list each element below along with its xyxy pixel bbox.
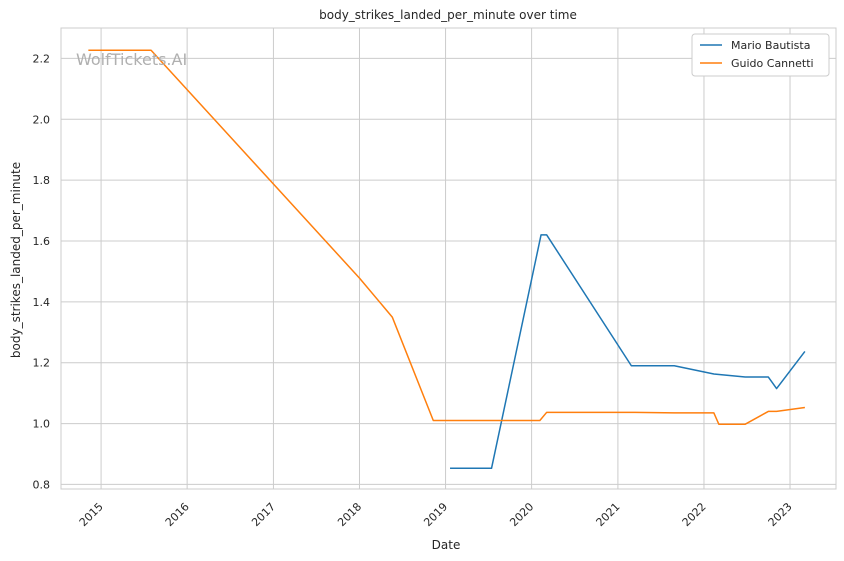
x-tick-label: 2018 [335, 500, 364, 529]
legend: Mario Bautista Guido Cannetti [691, 33, 830, 77]
y-tick-label: 1.2 [33, 357, 51, 370]
plot-background [61, 28, 836, 489]
grid [61, 28, 836, 489]
legend-label-mario-bautista: Mario Bautista [731, 39, 810, 52]
y-tick-label: 1.4 [33, 296, 51, 309]
x-tick-label: 2017 [249, 500, 278, 529]
x-tick-label: 2020 [507, 500, 536, 529]
x-tick-label: 2015 [77, 500, 106, 529]
series-line-guido-cannetti [88, 49, 805, 425]
x-tick-label: 2022 [680, 500, 709, 529]
plot-frame [60, 27, 837, 490]
y-tick-label: 0.8 [33, 478, 51, 491]
y-axis-label: body_strikes_landed_per_minute [9, 162, 23, 358]
legend-label-guido-cannetti: Guido Cannetti [731, 57, 814, 70]
x-tick-label: 2023 [766, 500, 795, 529]
y-tick-label: 2.0 [33, 113, 51, 126]
y-tick-label: 1.6 [33, 235, 51, 248]
watermark: WolfTickets.AI [76, 50, 187, 69]
legend-box [691, 33, 830, 77]
x-tick-label: 2019 [421, 500, 450, 529]
x-axis-label: Date [432, 538, 461, 552]
x-tick-label: 2016 [163, 500, 192, 529]
x-tick-label: 2021 [594, 500, 623, 529]
y-tick-label: 2.2 [33, 52, 51, 65]
y-tick-label: 1.0 [33, 418, 51, 431]
series-layer [88, 49, 806, 470]
series-line-mario-bautista [450, 234, 806, 470]
y-tick-label: 1.8 [33, 174, 51, 187]
chart-title: body_strikes_landed_per_minute over time [319, 8, 577, 22]
